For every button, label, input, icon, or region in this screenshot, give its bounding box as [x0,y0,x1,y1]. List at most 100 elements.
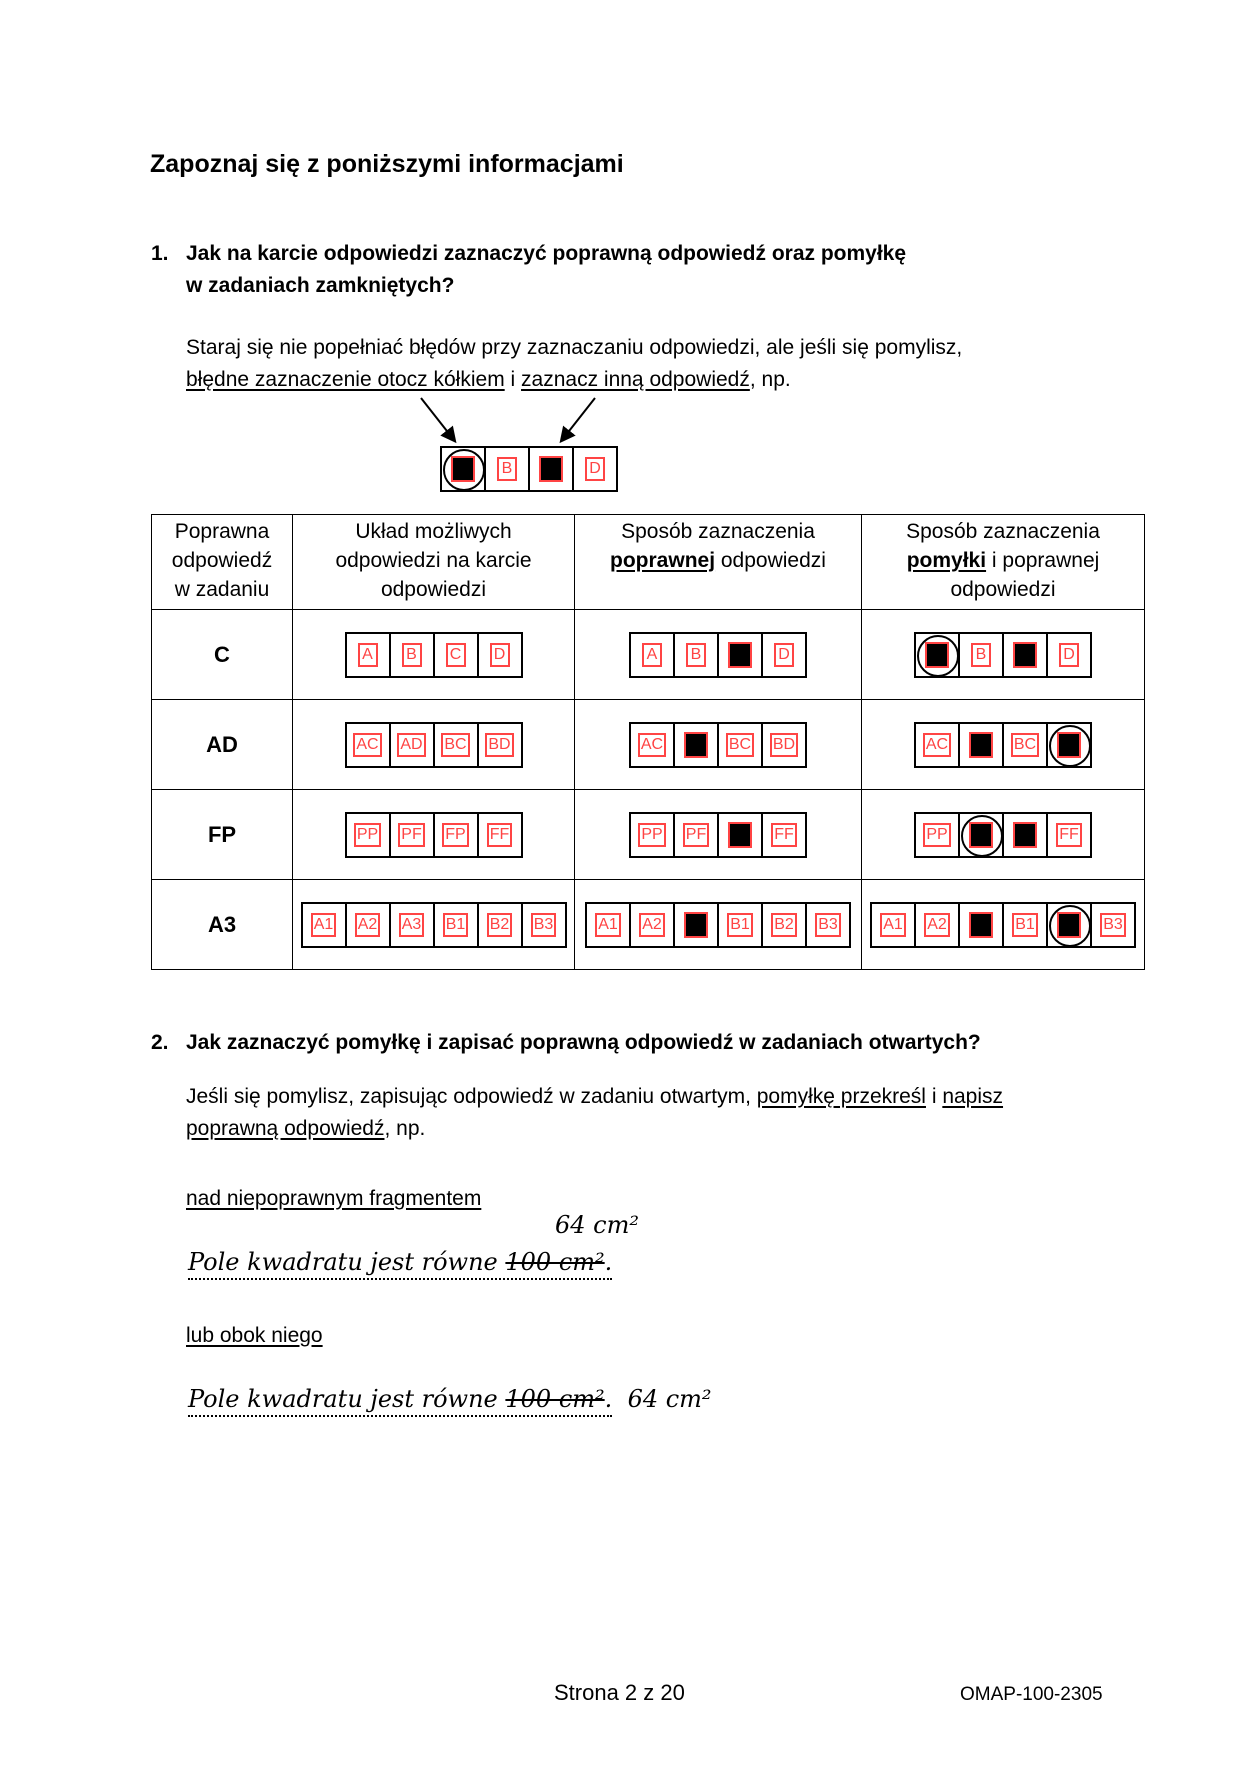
label-above: nad niepoprawnym fragmentem [186,1187,482,1210]
answer-cell: BD [761,723,805,766]
option-label: A2 [924,912,950,937]
answer-cell: PF [673,813,717,856]
answer-cell: B3 [520,903,565,946]
answer-cell: D [572,448,616,490]
header-line: odpowiedź [171,549,273,572]
header-correct-answer: Poprawna odpowiedź w zadaniu [151,514,293,610]
answer-cell: FF [476,813,521,856]
option-label: D [774,642,794,667]
option-label: A1 [880,912,906,937]
correct-marking-cell: A1 A2 B1 B2 B3 [574,879,862,970]
correct-answer: C [151,609,293,700]
answer-cell [958,813,1003,857]
mistake-circle [1049,724,1091,767]
header-line: odpowiedzi [715,549,826,572]
q2-para-u1: pomyłkę przekreśl [756,1085,926,1108]
answer-cell: PP [631,814,673,856]
table-row: FP PP PF FP FF PP PF FF PP FF [151,789,1145,880]
answer-cell: A [631,634,673,676]
filled-mark [728,821,752,848]
answer-cell: BD [476,723,521,766]
answer-box: AC BC BD [629,721,807,768]
answer-cell: AC [916,724,958,766]
answer-box: AC BC [914,721,1092,768]
answer-cell [673,723,717,766]
option-label: B [686,642,706,667]
mistake-marking-cell: PP FF [861,789,1145,880]
option-label: AC [922,732,952,757]
answer-cell: D [761,633,805,676]
handwritten-example-1: Pole kwadratu jest równe 100 cm². [188,1248,613,1280]
option-label: B3 [815,912,841,937]
answer-cell: FF [761,813,805,856]
answer-cell: AC [347,724,389,766]
answer-cell: A [347,634,389,676]
filled-mark [728,641,752,668]
q2-para-u3: poprawną odpowiedź [186,1117,385,1140]
answer-cell [916,634,959,677]
filled-mark [969,731,993,758]
answer-box: A1 A2 B1 B3 [870,901,1136,948]
hw-crossed-out: 100 cm² [505,1248,605,1276]
answer-cell: B1 [1002,903,1046,946]
correction-above: 64 cm² [555,1211,639,1239]
answer-cell [673,903,717,946]
label-beside: lub obok niego [186,1324,323,1347]
answer-box: A1 A2 A3 B1 B2 B3 [300,901,567,948]
exam-code: OMAP-100-2305 [960,1684,1103,1705]
header-mistake-marking: Sposób zaznaczenia pomyłki i poprawnej o… [861,514,1145,610]
filled-mark [684,731,708,758]
option-label: BD [485,732,514,757]
filled-mark [969,911,993,938]
q1-title-line1: Jak na karcie odpowiedzi zaznaczyć popra… [186,242,907,265]
header-line: odpowiedzi [950,578,1056,601]
answer-cell: D [1046,633,1090,676]
option-label: A1 [595,912,621,937]
answer-cell: B [958,633,1002,676]
header-line: w zadaniu [174,578,270,601]
q2-number: 2. [151,1031,169,1054]
answer-cell: FF [1046,813,1090,856]
arrow-to-circled [420,397,457,444]
answer-cell: BC [432,723,477,766]
option-label: FF [771,822,797,847]
option-label: B1 [727,912,753,937]
hw-dot: . [604,1248,613,1276]
answer-cell: BC [717,723,761,766]
correct-answer: A3 [151,879,293,970]
filled-mark [539,456,563,482]
answer-cell: C [432,633,477,676]
mistake-circle [1049,904,1091,947]
header-correct-marking: Sposób zaznaczenia poprawnej odpowiedzi [574,514,862,610]
header-line: i poprawnej [986,549,1100,572]
answer-cell [442,448,485,491]
q1-para-u1: błędne zaznaczenie otocz kółkiem [186,368,505,391]
hw-dot: . [604,1385,613,1413]
layout-cell: A1 A2 A3 B1 B2 B3 [292,879,575,970]
answer-cell: BC [1002,723,1046,766]
answer-cell: A3 [388,903,433,946]
q1-title: Jak na karcie odpowiedzi zaznaczyć popra… [186,238,906,302]
answer-cell: A1 [303,904,345,946]
header-line: Sposób zaznaczenia [621,520,815,543]
option-label: B [971,642,991,667]
option-label: A2 [639,912,665,937]
answer-cell: B [484,448,528,490]
header-line: odpowiedzi [380,578,487,601]
answer-cell [528,448,572,490]
header-bold: poprawnej [610,549,716,572]
correct-answer: FP [151,789,293,880]
option-label: A2 [354,912,381,937]
q2-para-end: , np. [384,1117,426,1140]
arrows [420,397,596,444]
answer-cell [1002,813,1046,856]
header-line: Sposób zaznaczenia [906,520,1100,543]
q1-para-end: , np. [749,368,791,391]
